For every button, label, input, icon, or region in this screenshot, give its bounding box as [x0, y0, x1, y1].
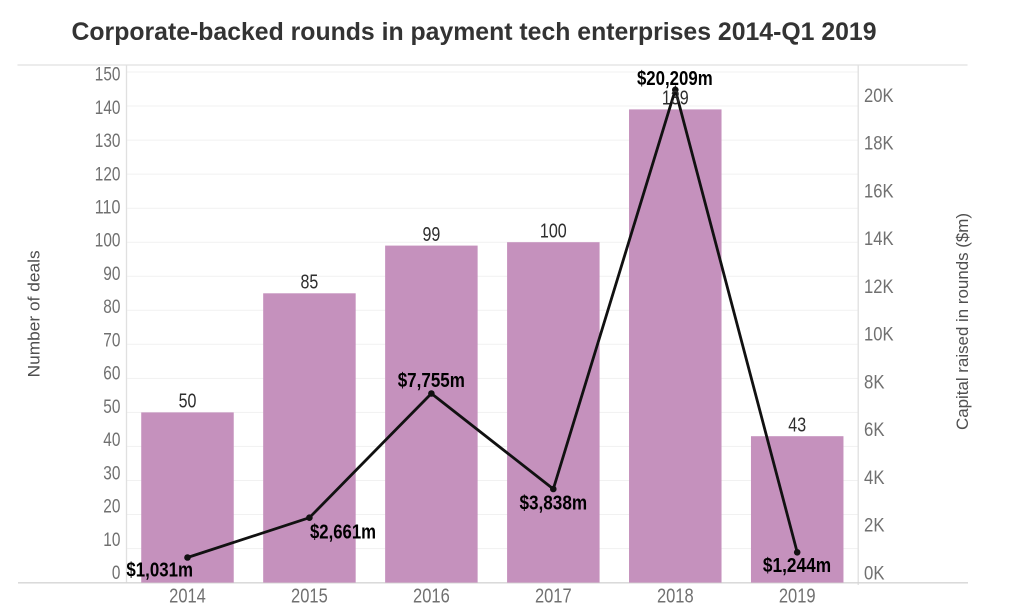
- svg-text:$2,661m: $2,661m: [310, 521, 376, 543]
- svg-text:99: 99: [423, 224, 441, 246]
- svg-text:2015: 2015: [291, 585, 328, 607]
- svg-text:50: 50: [103, 397, 120, 418]
- svg-text:100: 100: [95, 231, 121, 252]
- svg-text:20K: 20K: [864, 86, 894, 107]
- svg-text:0K: 0K: [864, 563, 885, 584]
- svg-text:2014: 2014: [169, 585, 206, 607]
- svg-text:Capital raised in rounds ($m): Capital raised in rounds ($m): [953, 213, 972, 430]
- svg-text:10: 10: [103, 530, 120, 551]
- svg-text:139: 139: [662, 88, 689, 110]
- svg-text:85: 85: [301, 272, 319, 294]
- svg-text:40: 40: [103, 430, 120, 451]
- svg-text:Corporate-backed rounds in pay: Corporate-backed rounds in payment tech …: [72, 18, 877, 46]
- svg-text:60: 60: [103, 364, 120, 385]
- svg-text:$7,755m: $7,755m: [398, 370, 465, 392]
- svg-text:90: 90: [103, 264, 120, 285]
- svg-text:12K: 12K: [864, 277, 894, 298]
- svg-text:2018: 2018: [657, 585, 694, 607]
- svg-text:2016: 2016: [413, 585, 450, 607]
- svg-text:$20,209m: $20,209m: [637, 68, 713, 90]
- svg-text:43: 43: [788, 415, 806, 437]
- svg-text:80: 80: [103, 297, 120, 318]
- svg-text:0: 0: [112, 563, 121, 584]
- svg-text:$1,244m: $1,244m: [763, 555, 831, 577]
- svg-text:110: 110: [95, 198, 121, 219]
- svg-text:120: 120: [95, 164, 121, 185]
- svg-text:$3,838m: $3,838m: [519, 492, 587, 514]
- svg-text:4K: 4K: [864, 468, 885, 489]
- svg-text:14K: 14K: [864, 229, 894, 250]
- svg-text:2019: 2019: [779, 585, 816, 607]
- svg-text:20: 20: [103, 497, 120, 518]
- svg-text:$1,031m: $1,031m: [126, 560, 193, 582]
- svg-text:2017: 2017: [535, 585, 572, 607]
- svg-text:8K: 8K: [864, 372, 885, 393]
- svg-text:70: 70: [103, 330, 120, 351]
- svg-text:100: 100: [540, 221, 567, 243]
- svg-text:30: 30: [103, 463, 120, 484]
- svg-text:140: 140: [95, 98, 121, 119]
- svg-text:6K: 6K: [864, 420, 885, 441]
- svg-text:16K: 16K: [864, 182, 894, 203]
- svg-text:2K: 2K: [864, 516, 885, 537]
- svg-text:10K: 10K: [864, 325, 894, 346]
- svg-text:130: 130: [95, 131, 121, 152]
- svg-text:150: 150: [95, 65, 121, 86]
- svg-text:50: 50: [179, 391, 197, 413]
- svg-text:18K: 18K: [864, 134, 894, 155]
- svg-text:Number of deals: Number of deals: [25, 250, 44, 377]
